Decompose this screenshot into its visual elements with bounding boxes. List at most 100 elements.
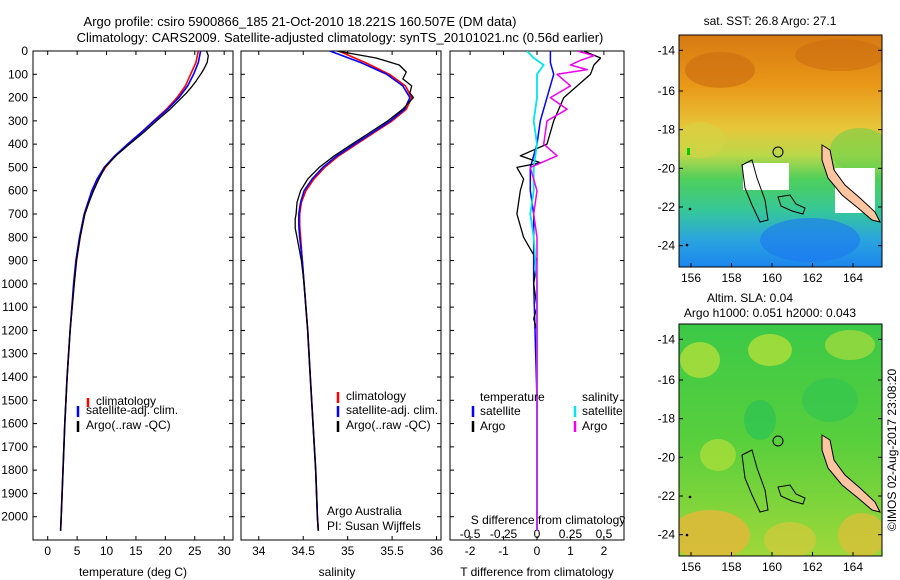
x-tick-label: 35 xyxy=(341,544,355,558)
argo-position-marker xyxy=(772,146,784,158)
depth-tick-label: 1800 xyxy=(1,463,28,477)
depth-tick-label: 900 xyxy=(8,254,28,268)
difference-legend: temperature salinity satellite Argo sate… xyxy=(471,390,623,433)
difference-top-label: S difference from climatology xyxy=(471,513,626,527)
depth-tick-label: 600 xyxy=(8,184,28,198)
map-lon-label: 158 xyxy=(721,560,741,574)
map-lat-label: -18 xyxy=(658,412,676,426)
series-salinity-argo xyxy=(529,51,595,531)
series-climatology xyxy=(59,51,200,531)
island-outline xyxy=(741,449,769,513)
sla-map-title: Altim. SLA: 0.04 xyxy=(707,291,793,305)
depth-tick-label: 500 xyxy=(8,160,28,174)
depth-tick-label: 1000 xyxy=(1,277,28,291)
annotation-pi: PI: Susan Wijffels xyxy=(327,519,421,533)
difference-x-label: T difference from climatology xyxy=(460,565,614,579)
depth-tick-label: 100 xyxy=(8,67,28,81)
map-lon-label: 156 xyxy=(681,560,701,574)
top-x-tick-label: 0.5 xyxy=(596,527,613,541)
reef-dot xyxy=(685,533,689,537)
temperature-x-axis: 0 5 10 15 20 25 30 xyxy=(44,51,231,558)
sla-map: Altim. SLA: 0.04 Argo h1000: 0.051 h2000… xyxy=(658,291,883,574)
header-subtitle: Climatology: CARS2009. Satellite-adjuste… xyxy=(77,30,604,45)
series-argo xyxy=(294,51,415,531)
map-lat-label: -16 xyxy=(658,373,676,387)
sst-yellow-patch xyxy=(679,122,725,158)
map-lat-label: -20 xyxy=(658,161,676,175)
annotation-institution: Argo Australia xyxy=(327,504,402,518)
reef-dot xyxy=(688,495,692,499)
legend-s-argo: Argo xyxy=(582,419,608,433)
depth-tick-label: 2000 xyxy=(1,510,28,524)
legend-satellite: satellite-adj. clim. xyxy=(86,403,178,417)
x-tick-label: 35.5 xyxy=(380,544,404,558)
legend-satellite: satellite-adj. clim. xyxy=(346,403,438,417)
x-tick-label: -2 xyxy=(465,544,476,558)
map-lon-label: 164 xyxy=(843,271,863,285)
sla-map-frame xyxy=(678,323,883,557)
legend-salinity-title: salinity xyxy=(582,390,619,404)
depth-tick-label: 1300 xyxy=(1,347,28,361)
series-climatology xyxy=(298,51,413,531)
salinity-x-label: salinity xyxy=(319,565,356,579)
difference-x-axis: -2 -1 0 1 2 -0.5 -0.25 0 0.25 0.5 xyxy=(460,51,613,558)
x-tick-label: 0 xyxy=(44,544,51,558)
temperature-legend: climatology satellite-adj. clim. Argo(..… xyxy=(76,394,178,432)
sst-map-frame xyxy=(678,34,883,268)
land-new-caledonia xyxy=(821,434,881,513)
depth-tick-label: 1900 xyxy=(1,486,28,500)
series-salinity-satellite xyxy=(526,51,545,531)
depth-tick-label: 1700 xyxy=(1,440,28,454)
depth-tick-label: 800 xyxy=(8,230,28,244)
sla-low-patch xyxy=(802,378,858,422)
reef-dot xyxy=(685,243,689,247)
x-tick-label: 34 xyxy=(252,544,266,558)
sla-very-high-patch xyxy=(679,510,750,556)
island-outline xyxy=(777,484,806,505)
x-tick-label: 30 xyxy=(217,544,231,558)
top-x-tick-label: -0.5 xyxy=(460,527,481,541)
legend-s-satellite: satellite xyxy=(582,404,623,418)
salinity-legend: climatology satellite-adj. clim. Argo(..… xyxy=(336,389,438,432)
depth-axis: 0 100 200 300 400 500 600 700 800 900 1000 1100 1200… xyxy=(1,44,233,524)
x-tick-label: 15 xyxy=(129,544,143,558)
x-tick-label: 0 xyxy=(534,544,541,558)
island-outline xyxy=(741,159,769,223)
sst-argo-color-marker xyxy=(687,148,690,155)
x-tick-label: 5 xyxy=(74,544,81,558)
legend-temperature-title: temperature xyxy=(480,390,545,404)
map-lon-label: 162 xyxy=(802,560,822,574)
sst-warm-patch xyxy=(685,52,755,88)
map-lon-label: 164 xyxy=(843,560,863,574)
x-tick-label: 10 xyxy=(100,544,114,558)
series-argo xyxy=(59,51,209,531)
land-new-caledonia xyxy=(821,144,881,223)
difference-y-ticks xyxy=(450,50,624,518)
map-lat-label: -24 xyxy=(658,528,676,542)
legend-climatology: climatology xyxy=(96,394,156,408)
map-lon-label: 156 xyxy=(681,271,701,285)
map-lat-label: -14 xyxy=(658,43,676,57)
depth-tick-label: 400 xyxy=(8,137,28,151)
depth-tick-label: 200 xyxy=(8,91,28,105)
sla-very-high-patch xyxy=(764,522,816,556)
argo-position-marker xyxy=(772,435,784,447)
depth-tick-label: 1600 xyxy=(1,417,28,431)
top-x-tick-label: 0 xyxy=(534,527,541,541)
series-satellite xyxy=(59,51,202,531)
depth-tick-label: 700 xyxy=(8,207,28,221)
temperature-panel: 0100200300400500600700800900100011001200… xyxy=(1,44,234,579)
salinity-panel: 34 34.5 35 35.5 36 salinity climatology sate… xyxy=(240,50,444,579)
map-lat-label: -22 xyxy=(658,200,676,214)
temperature-plot-frame xyxy=(32,50,234,541)
sst-cool-patch xyxy=(760,218,860,262)
salinity-plot-frame xyxy=(240,50,442,541)
legend-t-argo: Argo xyxy=(480,419,506,433)
salinity-y-ticks xyxy=(241,50,441,518)
header-title: Argo profile: csiro 5900866_185 21-Oct-2… xyxy=(84,14,517,29)
sst-warm-patch xyxy=(795,39,882,71)
x-tick-label: 25 xyxy=(188,544,202,558)
top-x-tick-label: 0.25 xyxy=(559,527,583,541)
depth-tick-label: 1500 xyxy=(1,393,28,407)
map-lon-label: 160 xyxy=(762,560,782,574)
